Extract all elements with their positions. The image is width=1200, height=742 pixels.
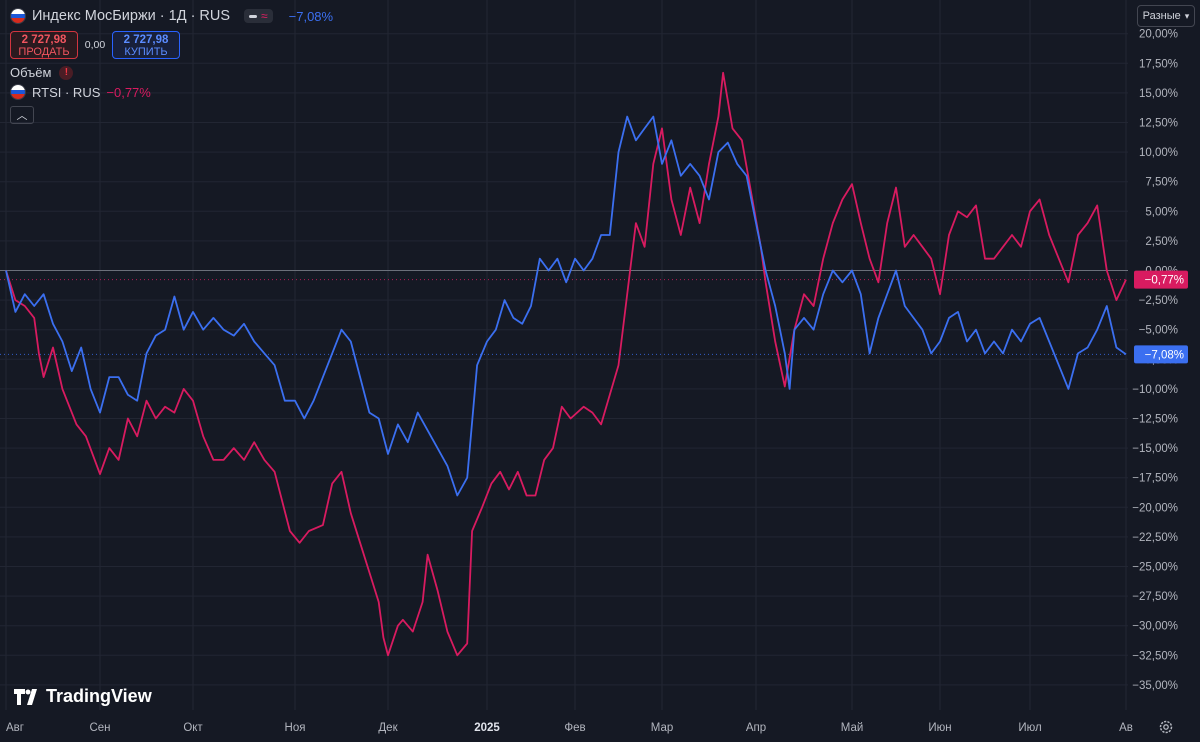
trade-buttons: 2 727,98 ПРОДАТЬ 0,00 2 727,98 КУПИТЬ [10,31,333,59]
scale-mode-button[interactable]: Разные ▾ [1137,5,1195,27]
x-tick-label: Июл [1018,722,1041,734]
compare-mode-icon[interactable]: ≈ [244,9,273,23]
x-tick-label: Ав [1119,722,1133,734]
tradingview-logo-icon [14,688,37,705]
compare-symbol-row[interactable]: RTSI · RUS −0,77% [10,84,333,100]
gear-icon[interactable] [1158,719,1174,735]
x-tick-label: Июн [928,722,951,734]
y-tick-label: −25,00% [1132,562,1178,574]
logo-text: TradingView [46,686,152,706]
sell-label: ПРОДАТЬ [18,46,70,58]
y-tick-label: 5,00% [1145,206,1178,218]
buy-label: КУПИТЬ [124,46,168,58]
x-tick-label: Май [841,722,864,734]
y-tick-label: 2,50% [1145,236,1178,248]
y-tick-label: −22,50% [1132,532,1178,544]
chevron-up-icon[interactable]: ︿ [10,106,34,124]
x-tick-label: Сен [89,722,110,734]
chart-legend: Индекс МосБиржи · 1Д · RUS ≈ −7,08% 2 72… [10,6,333,124]
y-tick-label: 20,00% [1139,29,1178,41]
flag-russia-icon [10,8,26,24]
symbol-title: Индекс МосБиржи · 1Д · RUS [32,8,231,24]
volume-label: Объём [10,65,52,80]
y-tick-label: −30,00% [1132,621,1178,633]
volume-row[interactable]: Объём ! [10,65,333,80]
y-tick-label: 12,50% [1139,118,1178,130]
x-tick-label: Фев [564,722,585,734]
y-tick-label: 7,50% [1145,177,1178,189]
y-tick-label: 10,00% [1139,147,1178,159]
grid-lines [0,0,1128,710]
y-tick-label: −20,00% [1132,502,1178,514]
scale-mode-label: Разные [1142,10,1181,22]
last-value-badge [1134,345,1188,364]
y-tick-label: −12,50% [1132,414,1178,426]
y-tick-label: 17,50% [1139,58,1178,70]
y-tick-label: −15,00% [1132,443,1178,455]
y-tick-label: −32,50% [1132,650,1178,662]
spread-value: 0,00 [84,39,106,51]
sell-button[interactable]: 2 727,98 ПРОДАТЬ [10,31,78,59]
warning-icon[interactable]: ! [59,65,74,80]
buy-price: 2 727,98 [123,34,169,46]
x-tick-label: Ноя [285,722,306,734]
series-line [5,115,1127,497]
y-tick-label: 15,00% [1139,88,1178,100]
buy-button[interactable]: 2 727,98 КУПИТЬ [112,31,180,59]
compare-symbol-change: −0,77% [106,84,151,100]
tradingview-logo[interactable]: TradingView [14,686,152,707]
x-tick-label: Апр [746,722,766,734]
x-tick-label: Окт [183,722,203,734]
main-symbol-row[interactable]: Индекс МосБиржи · 1Д · RUS ≈ −7,08% [10,6,333,26]
y-tick-label: −10,00% [1132,384,1178,396]
y-tick-label: −5,00% [1139,325,1178,337]
flag-russia-icon [10,84,26,100]
last-value-label: −0,77% [1145,275,1184,287]
x-tick-label: Авг [6,722,24,734]
x-axis: Авг Сен Окт Ноя Дек 2025 Фев Мар Апр Май Июн Июл Ав [6,722,1133,734]
compare-symbol-title: RTSI · RUS [32,84,101,100]
y-tick-label: −17,50% [1132,473,1178,485]
last-value-label: −7,08% [1145,349,1184,361]
y-tick-label: −2,50% [1139,295,1178,307]
symbol-change: −7,08% [288,8,334,24]
x-tick-label: Дек [378,722,398,734]
y-tick-label: −35,00% [1132,680,1178,692]
series-lines [0,71,1128,657]
chevron-down-icon: ▾ [1184,10,1190,21]
last-value-badge [1134,270,1188,289]
y-tick-label: −27,50% [1132,591,1178,603]
series-line [5,71,1127,657]
sell-price: 2 727,98 [21,34,67,46]
x-tick-label: Мар [651,722,674,734]
x-tick-label: 2025 [474,722,500,734]
last-value-labels: −0,77% −7,08% [1134,270,1188,364]
